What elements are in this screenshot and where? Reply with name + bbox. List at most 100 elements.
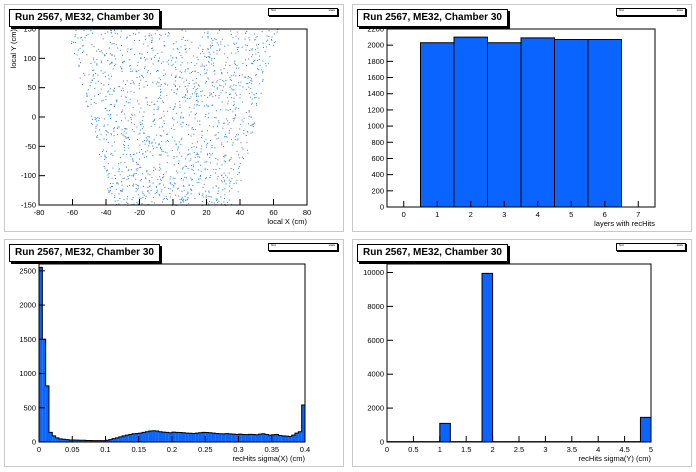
stat-box: hist stats: [268, 243, 338, 251]
scatter-point: [180, 139, 182, 141]
scatter-point: [101, 62, 103, 64]
scatter-point: [196, 104, 198, 106]
scatter-point: [186, 154, 188, 156]
scatter-point: [154, 56, 156, 58]
scatter-point: [228, 122, 230, 124]
scatter-point: [141, 75, 143, 77]
scatter-point: [167, 133, 169, 135]
scatter-point: [207, 106, 209, 108]
scatter-point: [194, 70, 196, 72]
scatter-point: [205, 177, 207, 179]
scatter-point: [246, 45, 248, 47]
scatter-point: [73, 53, 75, 55]
scatter-point: [199, 120, 201, 122]
scatter-point: [139, 111, 141, 113]
scatter-point: [141, 75, 143, 77]
x-tick-label: 0.2: [167, 445, 177, 454]
scatter-point: [210, 94, 212, 96]
scatter-point: [142, 185, 144, 187]
scatter-point: [121, 109, 123, 111]
scatter-point: [108, 74, 110, 76]
scatter-point: [157, 81, 159, 83]
scatter-point: [104, 71, 106, 73]
scatter-point: [213, 62, 215, 64]
scatter-point: [188, 202, 190, 204]
scatter-point: [104, 154, 106, 156]
scatter-point: [126, 153, 128, 155]
scatter-point: [202, 36, 204, 38]
scatter-point: [234, 117, 236, 119]
scatter-point: [139, 76, 141, 78]
scatter-point: [249, 50, 251, 52]
scatter-point: [129, 34, 131, 36]
scatter-point: [152, 196, 154, 198]
scatter-point: [171, 65, 173, 67]
x-tick-label: 0.25: [198, 445, 213, 454]
scatter-point: [188, 184, 190, 186]
scatter-point: [123, 135, 125, 137]
scatter-point: [208, 51, 210, 53]
scatter-point: [120, 111, 122, 113]
scatter-point: [109, 93, 111, 95]
scatter-point: [209, 162, 211, 164]
scatter-point: [149, 104, 151, 106]
scatter-point: [143, 111, 145, 113]
scatter-point: [190, 177, 192, 179]
scatter-point: [124, 113, 126, 115]
scatter-point: [103, 165, 105, 167]
scatter-point: [234, 43, 236, 45]
scatter-point: [212, 153, 214, 155]
scatter-point: [143, 77, 145, 79]
scatter-point: [244, 38, 246, 40]
scatter-point: [240, 81, 242, 83]
scatter-point: [196, 63, 198, 65]
scatter-point: [173, 108, 175, 110]
scatter-point: [120, 157, 122, 159]
scatter-point: [129, 174, 131, 176]
scatter-point: [86, 105, 88, 107]
histogram-bar: [285, 436, 289, 442]
scatter-point: [250, 56, 252, 58]
scatter-point: [185, 158, 187, 160]
scatter-point: [259, 64, 261, 66]
x-axis-label: recHits sigma(X) (cm): [233, 454, 306, 463]
chart-layers-with-rechits: 0 1 2 3 4 5 6 702004006008001000120014001600180…: [367, 25, 656, 228]
scatter-point: [200, 164, 202, 166]
histogram-bar: [281, 435, 286, 442]
scatter-point: [234, 60, 236, 62]
scatter-point: [220, 43, 222, 45]
scatter-point: [209, 157, 211, 159]
scatter-point: [100, 70, 102, 72]
scatter-point: [149, 174, 151, 176]
scatter-point: [184, 172, 186, 174]
scatter-point: [123, 90, 125, 92]
scatter-point: [131, 70, 133, 72]
stat-box-value: stats: [328, 243, 335, 247]
scatter-point: [221, 144, 223, 146]
histogram-bar: [118, 436, 123, 442]
scatter-point: [114, 104, 116, 106]
scatter-point: [107, 124, 109, 126]
scatter-point: [180, 55, 182, 57]
scatter-point: [123, 147, 125, 149]
scatter-point: [237, 38, 239, 40]
scatter-point: [209, 92, 211, 94]
scatter-point: [231, 178, 233, 180]
x-tick-label: 0.15: [131, 445, 146, 454]
scatter-point: [104, 167, 106, 169]
scatter-point: [92, 124, 94, 126]
scatter-point: [98, 129, 100, 131]
scatter-point: [224, 156, 226, 158]
scatter-point: [213, 57, 215, 59]
scatter-point: [215, 39, 217, 41]
scatter-point: [197, 141, 199, 143]
scatter-point: [96, 124, 98, 126]
scatter-point: [256, 44, 258, 46]
scatter-point: [237, 167, 239, 169]
scatter-point: [179, 106, 181, 108]
y-tick-label: 150: [23, 25, 36, 34]
scatter-point: [123, 141, 125, 143]
scatter-point: [143, 132, 145, 134]
scatter-point: [258, 97, 260, 99]
scatter-point: [189, 153, 191, 155]
